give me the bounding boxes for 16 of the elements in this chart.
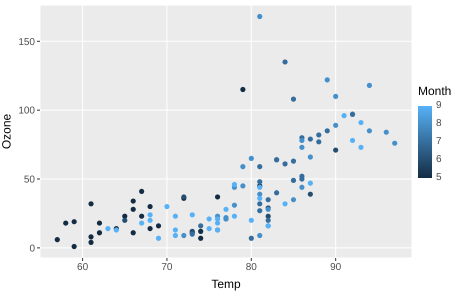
x-axis-title: Temp xyxy=(211,277,241,291)
color-bar-label: 9 xyxy=(436,100,442,112)
y-tick-label: 100 xyxy=(18,106,36,117)
color-bar-label: 7 xyxy=(436,136,442,148)
x-tick-label: 60 xyxy=(77,262,89,274)
x-tick-label: 70 xyxy=(161,262,173,274)
y-tick-label: 150 xyxy=(18,36,36,48)
x-tick-label: 80 xyxy=(246,262,258,274)
color-bar-label: 6 xyxy=(436,154,442,166)
color-bar-label: 5 xyxy=(436,172,442,184)
x-tick-label: 90 xyxy=(330,262,342,274)
y-axis-title: Ozone xyxy=(0,114,14,150)
y-tick-label: 50 xyxy=(24,174,36,186)
y-tick-label: 0 xyxy=(29,243,36,254)
color-bar-label: 8 xyxy=(436,118,442,130)
color-bar-title: Month xyxy=(418,84,452,98)
